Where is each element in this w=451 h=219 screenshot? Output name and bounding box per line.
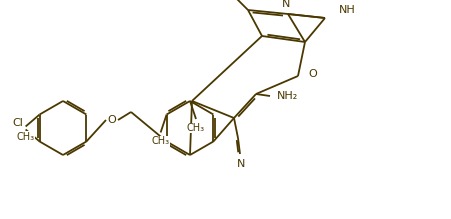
Text: CH₃: CH₃ (17, 131, 35, 141)
Text: NH₂: NH₂ (277, 91, 298, 101)
Text: N: N (236, 159, 244, 169)
Text: Cl: Cl (12, 118, 23, 129)
Text: N: N (281, 0, 290, 9)
Text: O: O (307, 69, 316, 79)
Text: NH: NH (338, 5, 355, 15)
Text: CH₃: CH₃ (187, 123, 205, 133)
Text: CH₃: CH₃ (151, 136, 169, 147)
Text: O: O (107, 115, 116, 125)
